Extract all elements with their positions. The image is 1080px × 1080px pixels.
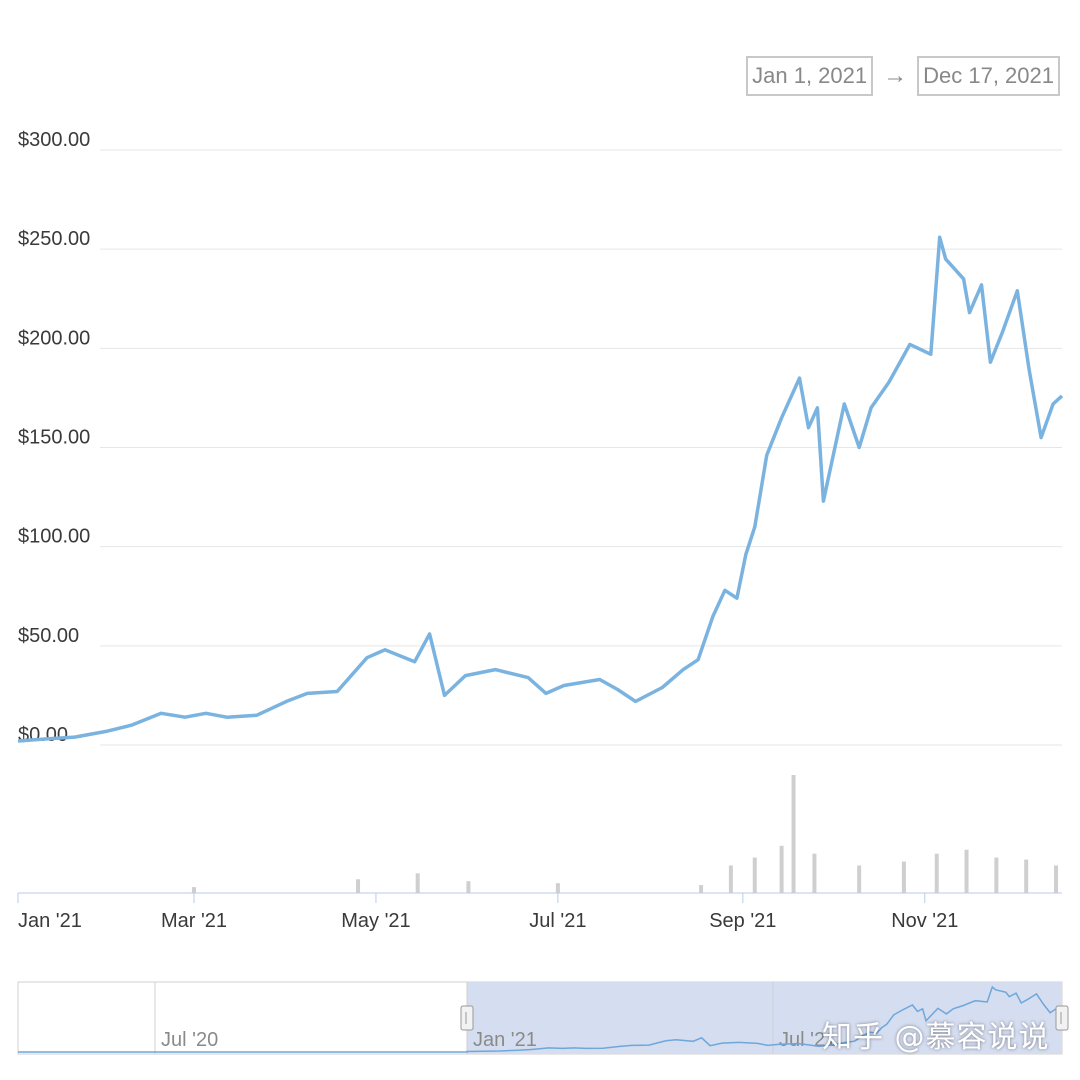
- range-navigator[interactable]: Jul '20 Jan '21 Jul '21: [17, 981, 1069, 1055]
- volume-bar: [901, 861, 906, 893]
- volume-bar: [356, 879, 361, 893]
- x-tick-label: Jul '21: [529, 910, 586, 932]
- y-tick-label: $250.00: [18, 228, 90, 250]
- volume-bar: [752, 857, 757, 893]
- y-tick-label: $100.00: [18, 526, 90, 548]
- x-tick-label: May '21: [341, 910, 410, 932]
- arrow-right-icon: →: [883, 62, 908, 89]
- navigator-left-handle[interactable]: [460, 1005, 474, 1031]
- volume-bar: [779, 845, 784, 893]
- y-tick-label: $0.00: [18, 724, 68, 746]
- navigator-line: [18, 985, 1063, 1053]
- volume-bar: [994, 857, 999, 893]
- price-line: [17, 235, 1064, 743]
- date-range-selector: Jan 1, 2021 → Dec 17, 2021: [746, 56, 1060, 96]
- navigator-right-handle[interactable]: [1055, 1005, 1069, 1031]
- volume-bar: [728, 865, 733, 893]
- volume-bar: [555, 883, 560, 893]
- navigator-selection[interactable]: [467, 982, 1062, 1054]
- x-tick-label: Nov '21: [891, 910, 958, 932]
- date-to-input[interactable]: Dec 17, 2021: [917, 56, 1060, 96]
- y-tick-label: $200.00: [18, 327, 90, 349]
- volume-bar: [191, 887, 196, 893]
- volume-bar: [466, 881, 471, 893]
- y-tick-label: $50.00: [18, 625, 79, 647]
- grid-lines: [100, 149, 1062, 746]
- navigator-tick-label: Jan '21: [473, 1029, 537, 1051]
- volume-bar: [415, 873, 420, 893]
- volume-bar: [1054, 865, 1059, 893]
- y-tick-label: $150.00: [18, 427, 90, 449]
- x-tick-label: Sep '21: [709, 910, 776, 932]
- x-tick-label: Mar '21: [161, 910, 227, 932]
- volume-bar: [812, 853, 817, 893]
- volume-bar: [699, 885, 704, 893]
- volume-bar: [857, 865, 862, 893]
- y-axis-labels: $0.00 $50.00 $100.00 $150.00 $200.00 $250.00 $…: [18, 129, 90, 746]
- navigator-tick-label: Jul '20: [161, 1029, 218, 1051]
- volume-bar: [964, 849, 969, 893]
- x-axis-labels: Jan '21 Mar '21 May '21 Jul '21 Sep '21 Nov '…: [17, 893, 958, 932]
- volume-bar: [934, 853, 939, 893]
- volume-bars: [191, 775, 1059, 893]
- y-tick-label: $300.00: [18, 129, 90, 151]
- date-from-input[interactable]: Jan 1, 2021: [746, 56, 874, 96]
- x-tick-label: Jan '21: [18, 910, 82, 932]
- watermark: 知乎 @慕容说说: [822, 1020, 1050, 1055]
- volume-bar: [791, 775, 796, 893]
- volume-bar: [1024, 859, 1029, 893]
